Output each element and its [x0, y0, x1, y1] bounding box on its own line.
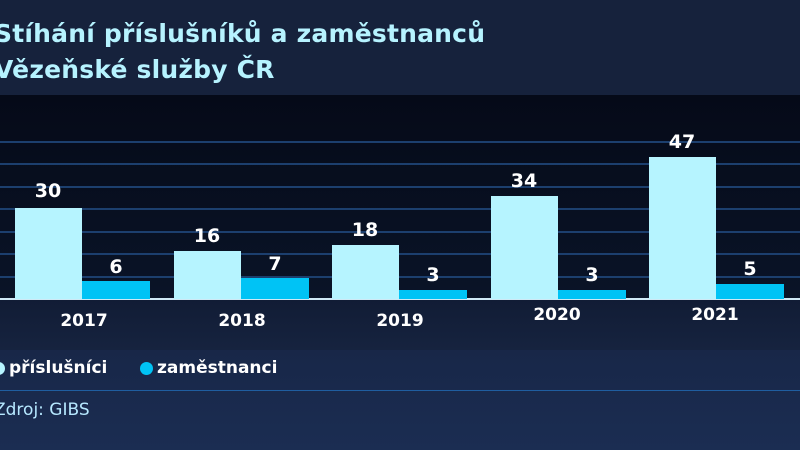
legend-label: zaměstnanci	[157, 358, 278, 378]
footer-divider	[0, 390, 800, 391]
legend-marker-icon	[140, 361, 153, 375]
value-label: 47	[668, 131, 696, 153]
gridline	[0, 141, 800, 143]
legend-item-zamestnanci: zaměstnanci	[140, 358, 277, 378]
legend-label: příslušníci	[9, 358, 108, 378]
bar-prislusnici-2017	[15, 208, 82, 299]
chart-header: Stíhání příslušníků a zaměstnanců Vězeňs…	[0, 0, 800, 95]
gridline	[0, 253, 800, 255]
value-label: 34	[510, 170, 538, 192]
gridline	[0, 208, 800, 210]
gridline	[0, 231, 800, 233]
x-tick-label: 2017	[60, 311, 108, 331]
bar-zamestnanci-2020	[558, 290, 626, 299]
x-tick-label: 2020	[533, 305, 581, 325]
legend-marker-icon	[0, 361, 5, 375]
value-label: 30	[34, 180, 62, 202]
value-label: 6	[109, 256, 123, 278]
bar-zamestnanci-2019	[399, 290, 467, 299]
value-label: 18	[351, 219, 379, 241]
title-line-2: Vězeňské služby ČR	[0, 55, 275, 84]
bar-zamestnanci-2017	[82, 281, 150, 299]
value-label: 3	[426, 264, 440, 286]
legend-item-prislusnici: příslušníci	[0, 358, 107, 378]
title-line-1: Stíhání příslušníků a zaměstnanců	[0, 19, 486, 48]
value-label: 5	[743, 258, 757, 280]
x-tick-label: 2019	[376, 311, 424, 331]
value-label: 3	[585, 264, 599, 286]
bar-prislusnici-2019	[332, 245, 399, 299]
bar-prislusnici-2021	[649, 157, 716, 299]
x-axis-band	[0, 300, 800, 350]
value-label: 16	[193, 225, 221, 247]
chart-title: Stíhání příslušníků a zaměstnanců Vězeňs…	[0, 16, 485, 88]
source-note: Zdroj: GIBS	[0, 400, 90, 420]
gridline	[0, 163, 800, 165]
bar-zamestnanci-2021	[716, 284, 784, 299]
bar-zamestnanci-2018	[241, 278, 309, 299]
bar-prislusnici-2018	[174, 251, 241, 299]
x-tick-label: 2021	[691, 305, 739, 325]
x-axis-baseline	[0, 298, 800, 300]
bar-prislusnici-2020	[491, 196, 558, 299]
x-tick-label: 2018	[218, 311, 266, 331]
value-label: 7	[268, 253, 282, 275]
gridline	[0, 186, 800, 188]
gridline	[0, 276, 800, 278]
